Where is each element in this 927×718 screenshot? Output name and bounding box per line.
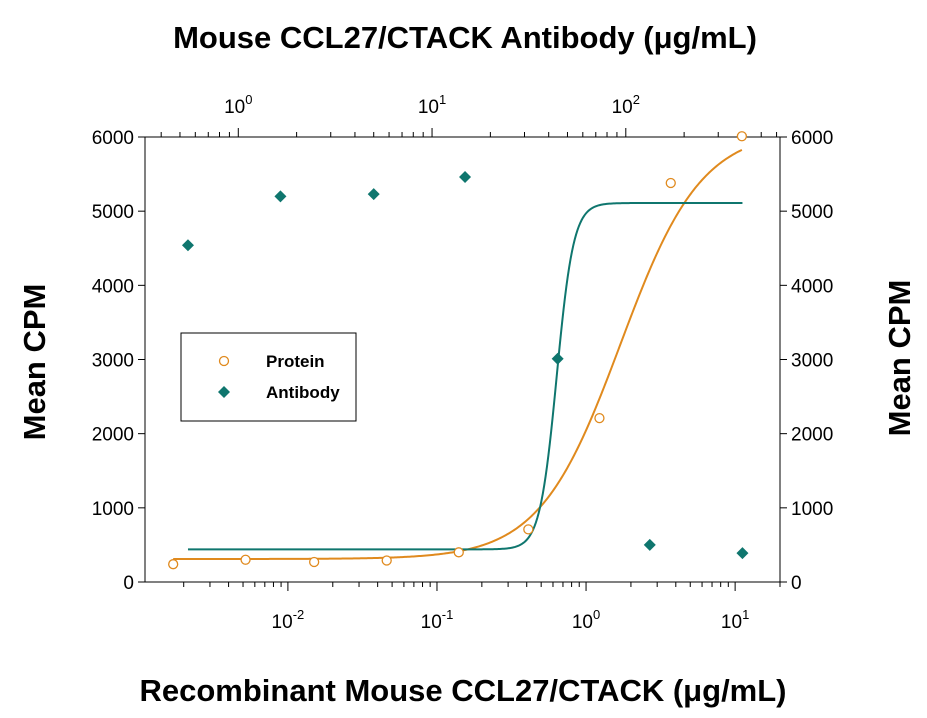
data-point-antibody-5	[643, 538, 656, 551]
y-tick-label-left-0: 0	[123, 573, 134, 594]
y-tick-label-right-5: 5000	[791, 202, 833, 223]
legend-antibody-marker	[218, 386, 230, 398]
x-ticks-bottom: 10-2 10-1 100 101	[183, 582, 781, 633]
data-point-protein-2	[309, 556, 320, 568]
y-tick-label-left-3: 3000	[92, 351, 134, 372]
data-points	[168, 131, 749, 570]
y-ticks-right: 0 1000 2000 3000 4000 5000 6000	[780, 128, 833, 594]
chart-title: Mouse CCL27/CTACK Antibody (μg/mL)	[173, 20, 757, 55]
data-point-protein-0	[168, 559, 179, 570]
y-tick-label-left-4: 4000	[92, 276, 134, 297]
y-axis-label-right: Mean CPM	[882, 280, 917, 437]
data-point-protein-3	[381, 555, 392, 566]
data-point-protein-7	[665, 177, 676, 189]
y-tick-label-left-1: 1000	[92, 499, 134, 520]
y-tick-label-left-2: 2000	[92, 425, 134, 446]
data-point-antibody-4	[551, 352, 564, 365]
x-bottom-tick-label-0: 10-2	[272, 607, 305, 633]
y-tick-label-right-6: 6000	[791, 128, 833, 149]
legend-protein-label: Protein	[266, 352, 325, 371]
data-point-protein-5	[523, 524, 534, 535]
x-ticks-top: 100 101 102	[160, 92, 778, 137]
data-point-antibody-2	[367, 188, 380, 201]
y-tick-label-left-5: 5000	[92, 202, 134, 223]
y-tick-label-right-0: 0	[791, 573, 802, 594]
legend-antibody-label: Antibody	[266, 383, 340, 402]
x-axis-label: Recombinant Mouse CCL27/CTACK (μg/mL)	[139, 673, 786, 708]
legend: Protein Antibody	[180, 332, 357, 422]
x-top-tick-label-1: 101	[418, 92, 446, 118]
x-top-tick-label-0: 100	[224, 92, 252, 118]
data-point-protein-6	[594, 412, 605, 424]
x-bottom-tick-label-3: 101	[721, 607, 749, 633]
y-axis-label-left: Mean CPM	[17, 284, 52, 441]
data-point-antibody-6	[736, 547, 749, 560]
x-top-tick-label-2: 102	[612, 92, 640, 118]
data-point-protein-8	[736, 131, 748, 142]
legend-protein-marker	[218, 355, 230, 367]
x-bottom-tick-label-2: 100	[572, 607, 600, 633]
y-ticks-left: 0 1000 2000 3000 4000 5000 6000	[92, 128, 145, 594]
data-point-antibody-3	[459, 171, 472, 184]
x-bottom-tick-label-1: 10-1	[421, 607, 454, 633]
data-point-protein-1	[240, 554, 251, 565]
legend-box	[180, 332, 357, 422]
data-point-protein-4	[453, 547, 464, 558]
y-tick-label-right-4: 4000	[791, 276, 833, 297]
y-tick-label-right-1: 1000	[791, 499, 833, 520]
y-tick-label-right-2: 2000	[791, 425, 833, 446]
data-point-antibody-0	[181, 239, 194, 252]
y-tick-label-left-6: 6000	[92, 128, 134, 149]
data-point-antibody-1	[274, 190, 287, 203]
y-tick-label-right-3: 3000	[791, 351, 833, 372]
fit-curve-antibody	[187, 202, 743, 551]
